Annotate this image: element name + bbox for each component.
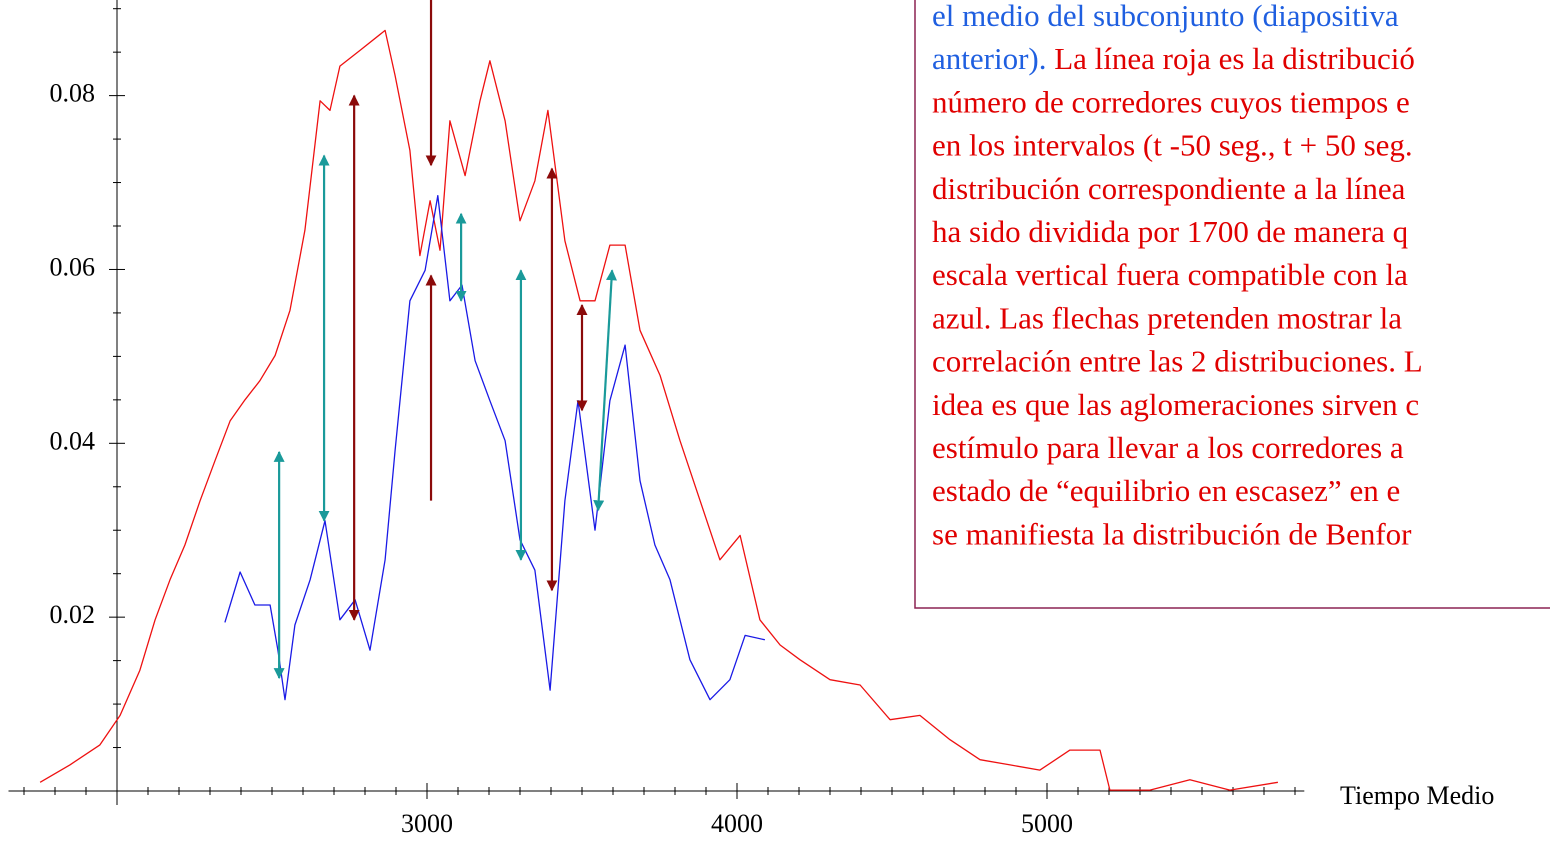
text-segment: estímulo para llevar a los corredores a (932, 430, 1404, 465)
y-tick-label: 0.06 (50, 252, 96, 281)
text-line: se manifiesta la distribución de Benfor (932, 517, 1412, 552)
text-line: el medio del subconjunto (diapositiva (932, 0, 1399, 33)
text-segment: el medio del subconjunto (diapositiva (932, 0, 1399, 33)
text-segment: estado de “equilibrio en escasez” en e (932, 473, 1400, 508)
text-line: anterior). La línea roja es la distribuc… (932, 41, 1415, 76)
text-line: en los intervalos (t -50 seg., t + 50 se… (932, 128, 1413, 163)
y-tick-label: 0.08 (50, 79, 96, 108)
x-tick-label: 4000 (711, 809, 763, 838)
line-series (224, 194, 766, 701)
text-line: escala vertical fuera compatible con la (932, 257, 1408, 292)
text-line: número de corredores cuyos tiempos e (932, 85, 1410, 120)
x-tick-label: 5000 (1021, 809, 1073, 838)
text-segment: se manifiesta la distribución de Benfor (932, 517, 1412, 552)
text-segment: escala vertical fuera compatible con la (932, 257, 1408, 292)
text-line: estímulo para llevar a los corredores a (932, 430, 1404, 465)
text-line: idea es que las aglomeraciones sirven c (932, 387, 1419, 422)
line-series (39, 29, 1279, 791)
text-segment: en los intervalos (t -50 seg., t + 50 se… (932, 128, 1413, 163)
text-segment: número de corredores cuyos tiempos e (932, 85, 1410, 120)
text-line: ha sido dividida por 1700 de manera q (932, 214, 1408, 249)
arrow (593, 269, 617, 512)
text-segment: correlación entre las 2 distribuciones. … (932, 344, 1423, 379)
text-line: distribución correspondiente a la línea (932, 171, 1406, 206)
x-axis-label: Tiempo Medio (1340, 781, 1494, 810)
text-segment: distribución correspondiente a la línea (932, 171, 1406, 206)
y-tick-label: 0.02 (50, 600, 96, 629)
text-line: correlación entre las 2 distribuciones. … (932, 344, 1423, 379)
text-line: azul. Las flechas pretenden mostrar la (932, 301, 1402, 336)
text-segment: ha sido dividida por 1700 de manera q (932, 214, 1408, 249)
text-segment: anterior). (932, 41, 1046, 76)
plot: 3000 4000 5000 0.02 0.04 0.06 0.08 Tiempo Medio (8, 0, 1494, 838)
text-segment: idea es que las aglomeraciones sirven c (932, 387, 1419, 422)
y-tick-label: 0.04 (50, 426, 96, 455)
text-line: estado de “equilibrio en escasez” en e (932, 473, 1400, 508)
text-segment: azul. Las flechas pretenden mostrar la (932, 301, 1402, 336)
text-box-border (914, 0, 1550, 609)
text-segment: La línea roja es la distribució (1046, 41, 1414, 76)
text-box: el medio del subconjunto (diapositiva ant… (914, 0, 1550, 609)
x-tick-label: 3000 (401, 809, 453, 838)
